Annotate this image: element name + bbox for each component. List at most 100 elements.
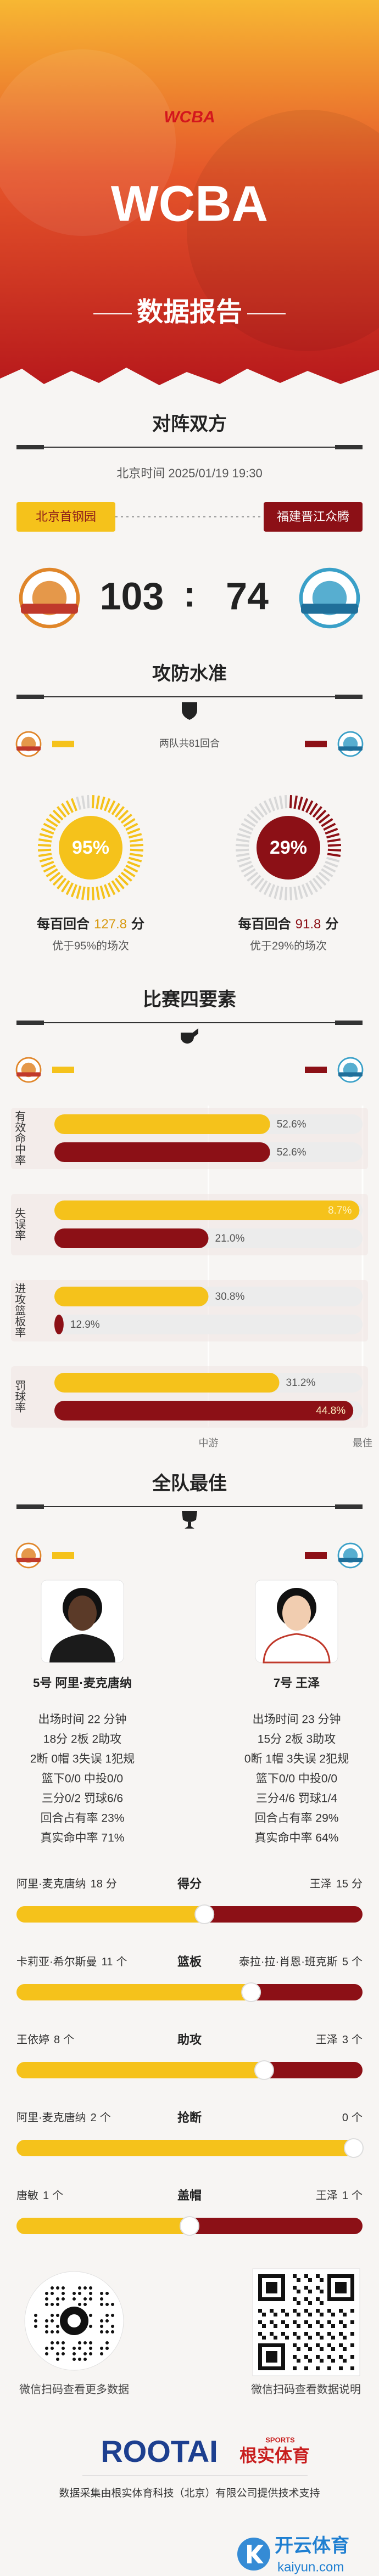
points-prefix: 每百回合 — [37, 916, 90, 932]
factor-bar — [54, 1401, 354, 1421]
leader-bar-away — [181, 2218, 363, 2234]
leader-bar-home — [16, 1984, 260, 2000]
team-logo-band — [301, 604, 358, 614]
leader-label: 王泽 15 分 — [310, 1878, 363, 1890]
team-color-bar — [52, 1552, 74, 1559]
points-unit: 分 — [131, 917, 144, 932]
team-color-bar — [52, 741, 74, 747]
section-title: 攻防水准 — [152, 663, 227, 684]
factor-value: 52.6% — [277, 1147, 306, 1158]
leader-knob — [241, 1982, 261, 2002]
leader-unit: 个 — [116, 1955, 127, 1968]
player-stat: 回合占有率 23% — [41, 1812, 125, 1825]
team-logo-band — [16, 746, 41, 751]
leader-unit: 个 — [352, 2033, 363, 2046]
leader-knob — [180, 2216, 199, 2236]
leader-label: 王泽 1 个 — [316, 2189, 363, 2202]
leader-bar-home — [16, 2062, 272, 2078]
home-team-box — [16, 502, 115, 532]
leader-value: 1 — [342, 2190, 348, 2202]
player-face — [282, 1596, 311, 1631]
player-stat: 18分 2板 2助攻 — [43, 1733, 121, 1746]
points-per-100: 每百回合 91.8 分 — [238, 916, 339, 932]
player-stat: 三分4/6 罚球1/4 — [256, 1793, 338, 1805]
leader-label: 王泽 3 个 — [316, 2033, 363, 2046]
watermark-name: 开云体育 — [275, 2535, 349, 2556]
factor-label: 罚球率 — [13, 1380, 26, 1413]
qr-caption: 微信扫码查看数据说明 — [251, 2383, 361, 2395]
leader-player: 王泽 — [316, 2033, 338, 2046]
leader-value: 8 — [54, 2034, 60, 2046]
possessions: 两队共81回合 — [159, 738, 220, 749]
leader-label: 卡莉亚·希尔斯曼 11 个 — [16, 1955, 127, 1968]
leader-player: 泰拉·拉·肖恩·班克斯 — [239, 1955, 338, 1968]
header-logo: WCBA — [164, 108, 215, 126]
points-unit: 分 — [325, 917, 338, 932]
leader-bar-home — [16, 1906, 213, 1923]
leader-category: 助攻 — [177, 2033, 202, 2047]
leader-knob — [194, 1904, 215, 1924]
section-icon — [181, 1028, 198, 1044]
leader-player: 阿里·麦克唐纳 — [16, 1878, 86, 1890]
factor-label: 进攻篮板率 — [13, 1283, 26, 1338]
leader-value: 11 — [102, 1956, 113, 1968]
leader-unit: 个 — [352, 2111, 363, 2124]
section-icon — [182, 702, 197, 720]
qr-left-code — [34, 2286, 114, 2361]
player-stat: 2断 0帽 3失误 1犯规 — [30, 1753, 135, 1766]
rating-note: 优于29%的场次 — [250, 939, 327, 952]
leader-value: 3 — [342, 2034, 348, 2046]
brand: ROOTAI — [101, 2434, 218, 2468]
rating-arc — [289, 795, 341, 857]
player-stat: 篮下0/0 中投0/0 — [42, 1773, 123, 1785]
leader-bar-home — [16, 2140, 362, 2156]
team-logo-band — [21, 604, 78, 614]
leader-label: 泰拉·拉·肖恩·班克斯 5 个 — [239, 1955, 363, 1968]
section-rule-end — [16, 1504, 44, 1509]
player-stat: 三分0/2 罚球6/6 — [42, 1793, 123, 1805]
header-subtitle: 数据报告 — [137, 298, 242, 327]
section-title: 全队最佳 — [152, 1473, 227, 1494]
player-stat: 回合占有率 29% — [255, 1812, 339, 1825]
scale-label: 中游 — [199, 1438, 219, 1448]
player-body — [263, 1633, 331, 1664]
team-color-bar — [305, 1552, 327, 1559]
section-rule-end — [335, 1504, 363, 1509]
section-rule-end — [16, 445, 44, 449]
leader-category: 盖帽 — [177, 2189, 202, 2202]
leader-label: 阿里·麦克唐纳 2 个 — [16, 2111, 111, 2124]
leader-category: 得分 — [177, 1877, 202, 1891]
points-value: 127.8 — [94, 917, 127, 932]
leader-unit: 分 — [106, 1878, 117, 1890]
leader-unit: 个 — [52, 2189, 63, 2202]
factor-value: 30.8% — [215, 1291, 245, 1303]
factor-value: 8.7% — [328, 1205, 352, 1216]
player-face — [68, 1596, 97, 1631]
factor-value: 31.2% — [286, 1377, 316, 1389]
team-logo-band — [338, 1558, 363, 1563]
team-color-bar — [52, 1067, 74, 1073]
section-title: 对阵双方 — [152, 414, 227, 435]
factor-bar — [54, 1315, 64, 1334]
factor-bar — [54, 1200, 360, 1220]
leader-knob — [344, 2138, 364, 2158]
away-score: 74 — [226, 574, 269, 617]
credit: 数据采集由根实体育科技（北京）有限公司提供技术支持 — [59, 2487, 320, 2499]
player-stat: 0断 1帽 3失误 2犯规 — [244, 1753, 349, 1766]
factor-label: 失误率 — [13, 1208, 26, 1241]
rating-track — [236, 795, 340, 900]
leader-category: 篮板 — [177, 1955, 202, 1969]
leader-player: 王依婷 — [16, 2033, 49, 2046]
player-stat: 篮下0/0 中投0/0 — [256, 1773, 337, 1785]
leader-bar-away — [196, 1906, 363, 1923]
qr-left-center-inner — [68, 2314, 81, 2327]
leader-value: 1 — [43, 2190, 49, 2202]
watermark-logo-mark — [247, 2545, 264, 2563]
leader-player: 王泽 — [316, 2189, 338, 2202]
factor-track — [54, 1315, 363, 1334]
player-stat: 出场时间 22 分钟 — [38, 1713, 126, 1726]
leader-label: 王依婷 8 个 — [16, 2033, 74, 2046]
